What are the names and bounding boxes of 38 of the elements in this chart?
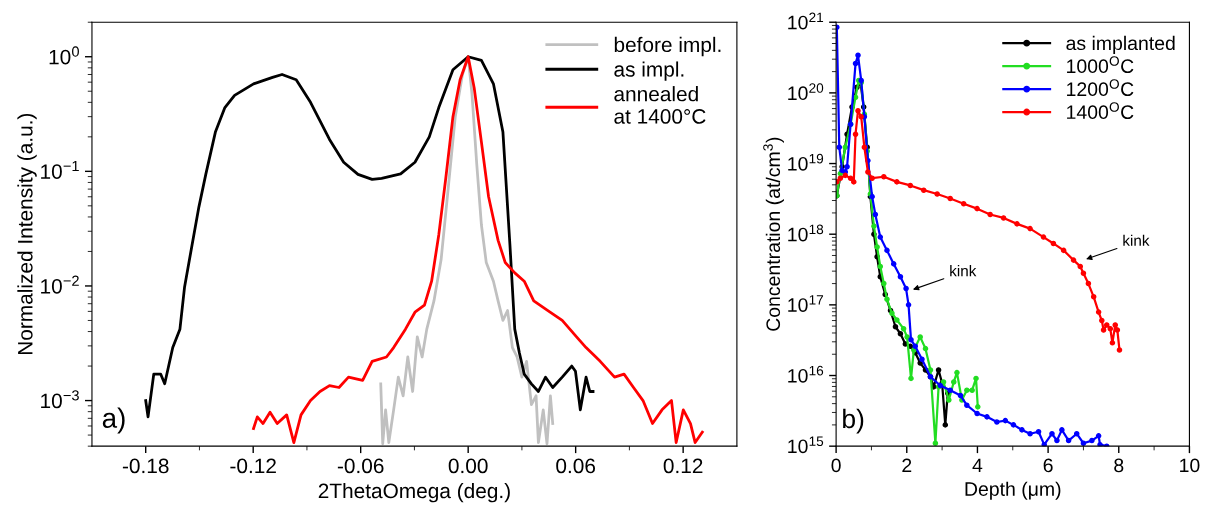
legend-label: annealed at 1400°C	[614, 86, 706, 124]
x-tick-label: -0.06	[337, 458, 384, 474]
x-tick-label: 0	[831, 458, 841, 473]
y-tick-label: 10$^{21}$	[788, 12, 824, 30]
x-axis-title: Depth (μm)	[965, 481, 1061, 500]
legend-label: as implanted	[1066, 35, 1175, 54]
x-tick-label: 10	[1180, 458, 1200, 473]
y-axis-title: Concentration (at/cm$^{3}$)	[763, 137, 784, 331]
x-axis-title: 2ThetaOmega (deg.)	[318, 482, 510, 503]
y-tick-label: 10$^{−2}$	[41, 275, 79, 294]
legend-label: as impl.	[614, 61, 684, 81]
legend-label: before impl.	[614, 36, 721, 57]
legend-label: 1200$^{O}$C	[1067, 79, 1134, 97]
y-tick-label: 10$^{15}$	[788, 436, 824, 454]
annotation: b)	[843, 408, 864, 434]
y-tick-label: 10$^{−3}$	[41, 390, 79, 409]
y-tick-label: 10$^{0}$	[49, 46, 79, 65]
x-tick-label: -0.12	[230, 458, 276, 474]
legend-label: 1000$^{O}$C	[1067, 56, 1134, 74]
x-tick-label: 0.00	[448, 458, 488, 474]
y-tick-label: 10$^{19}$	[788, 153, 824, 171]
legend-label: 1400$^{O}$C	[1067, 102, 1134, 120]
x-tick-label: 4	[972, 458, 983, 473]
x-tick-label: 0.12	[663, 458, 703, 474]
x-tick-label: 8	[1114, 458, 1124, 473]
annotation: a)	[102, 407, 125, 434]
y-tick-label: 10$^{18}$	[788, 224, 824, 242]
y-tick-label: 10$^{16}$	[788, 365, 824, 383]
x-tick-label: 2	[902, 458, 912, 473]
x-tick-label: 6	[1043, 458, 1053, 473]
y-tick-label: 10$^{20}$	[788, 83, 824, 101]
x-tick-label: -0.18	[122, 458, 169, 474]
x-tick-label: 0.06	[556, 458, 596, 474]
annotation: kink	[1123, 234, 1150, 246]
y-tick-label: 10$^{17}$	[788, 295, 824, 312]
y-tick-label: 10$^{−1}$	[41, 160, 79, 179]
annotation: kink	[950, 265, 977, 277]
y-axis-title: Normalized Intensity (a.u.)	[17, 113, 37, 355]
